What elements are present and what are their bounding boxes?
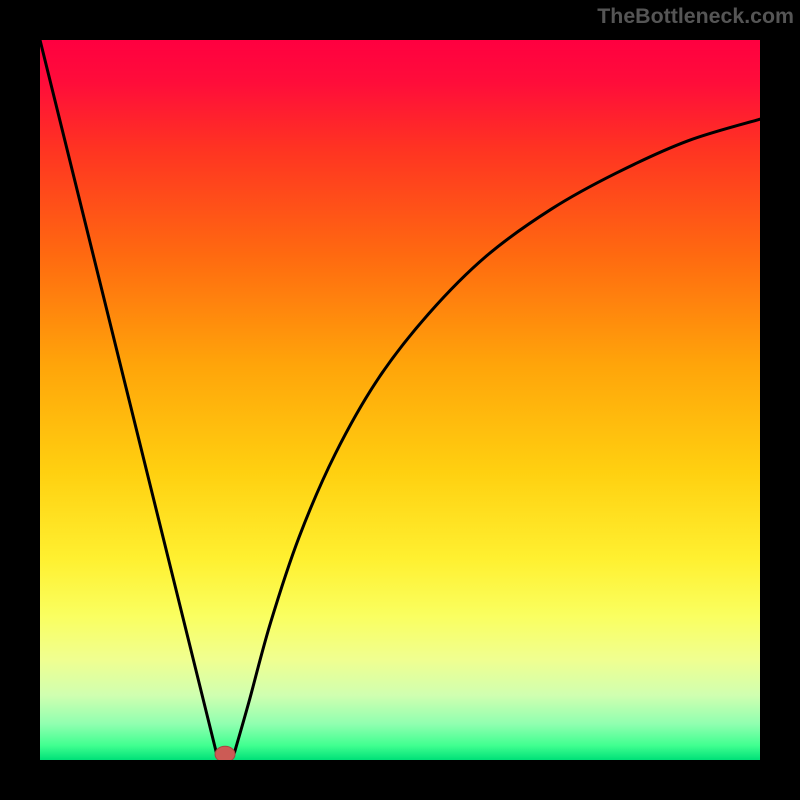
gradient-background (40, 40, 760, 760)
watermark-text: TheBottleneck.com (597, 4, 794, 29)
chart-container: TheBottleneck.com (0, 0, 800, 800)
plot-area (40, 40, 760, 760)
